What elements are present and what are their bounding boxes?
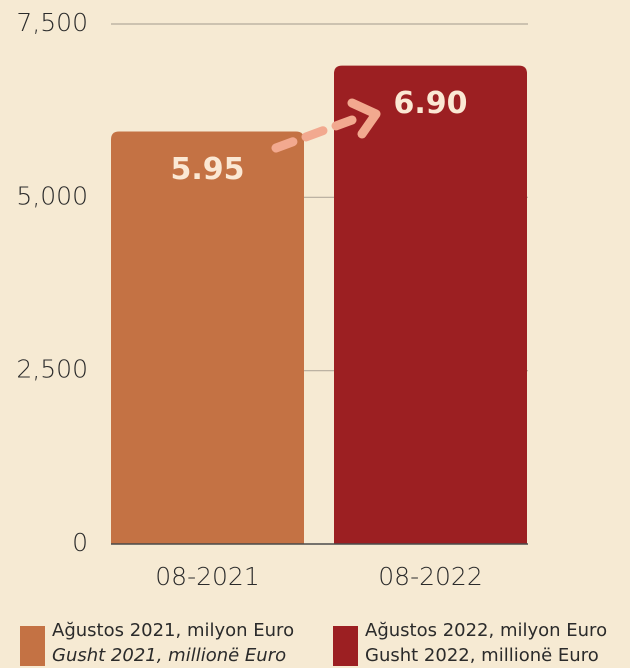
legend-swatch xyxy=(333,626,358,666)
legend-label: Ağustos 2021, milyon Euro xyxy=(52,620,294,641)
bars xyxy=(111,65,527,544)
y-tick-label: 2,500 xyxy=(16,355,88,384)
x-tick-label: 08-2021 xyxy=(155,562,259,591)
arrow-head xyxy=(347,98,381,139)
y-tick-label: 5,000 xyxy=(16,181,88,210)
y-tick-label: 7,500 xyxy=(16,8,88,37)
bar xyxy=(111,131,304,544)
legend-swatch xyxy=(20,626,45,666)
legend-label: Gusht 2022, millionë Euro xyxy=(365,645,599,666)
value-label: 5.95 xyxy=(170,152,244,187)
bar xyxy=(334,65,527,544)
arrow xyxy=(271,115,357,153)
value-label: 6.90 xyxy=(393,86,467,121)
legend-label: Gusht 2021, millionë Euro xyxy=(52,645,286,666)
legend-label: Ağustos 2022, milyon Euro xyxy=(365,620,607,641)
labels: 0 2,500 5,000 7,500 5.95 08-2021 6.90 08-2022 Ağ… xyxy=(16,8,607,666)
x-tick-label: 08-2022 xyxy=(378,562,482,591)
y-tick-label: 0 xyxy=(72,528,88,557)
